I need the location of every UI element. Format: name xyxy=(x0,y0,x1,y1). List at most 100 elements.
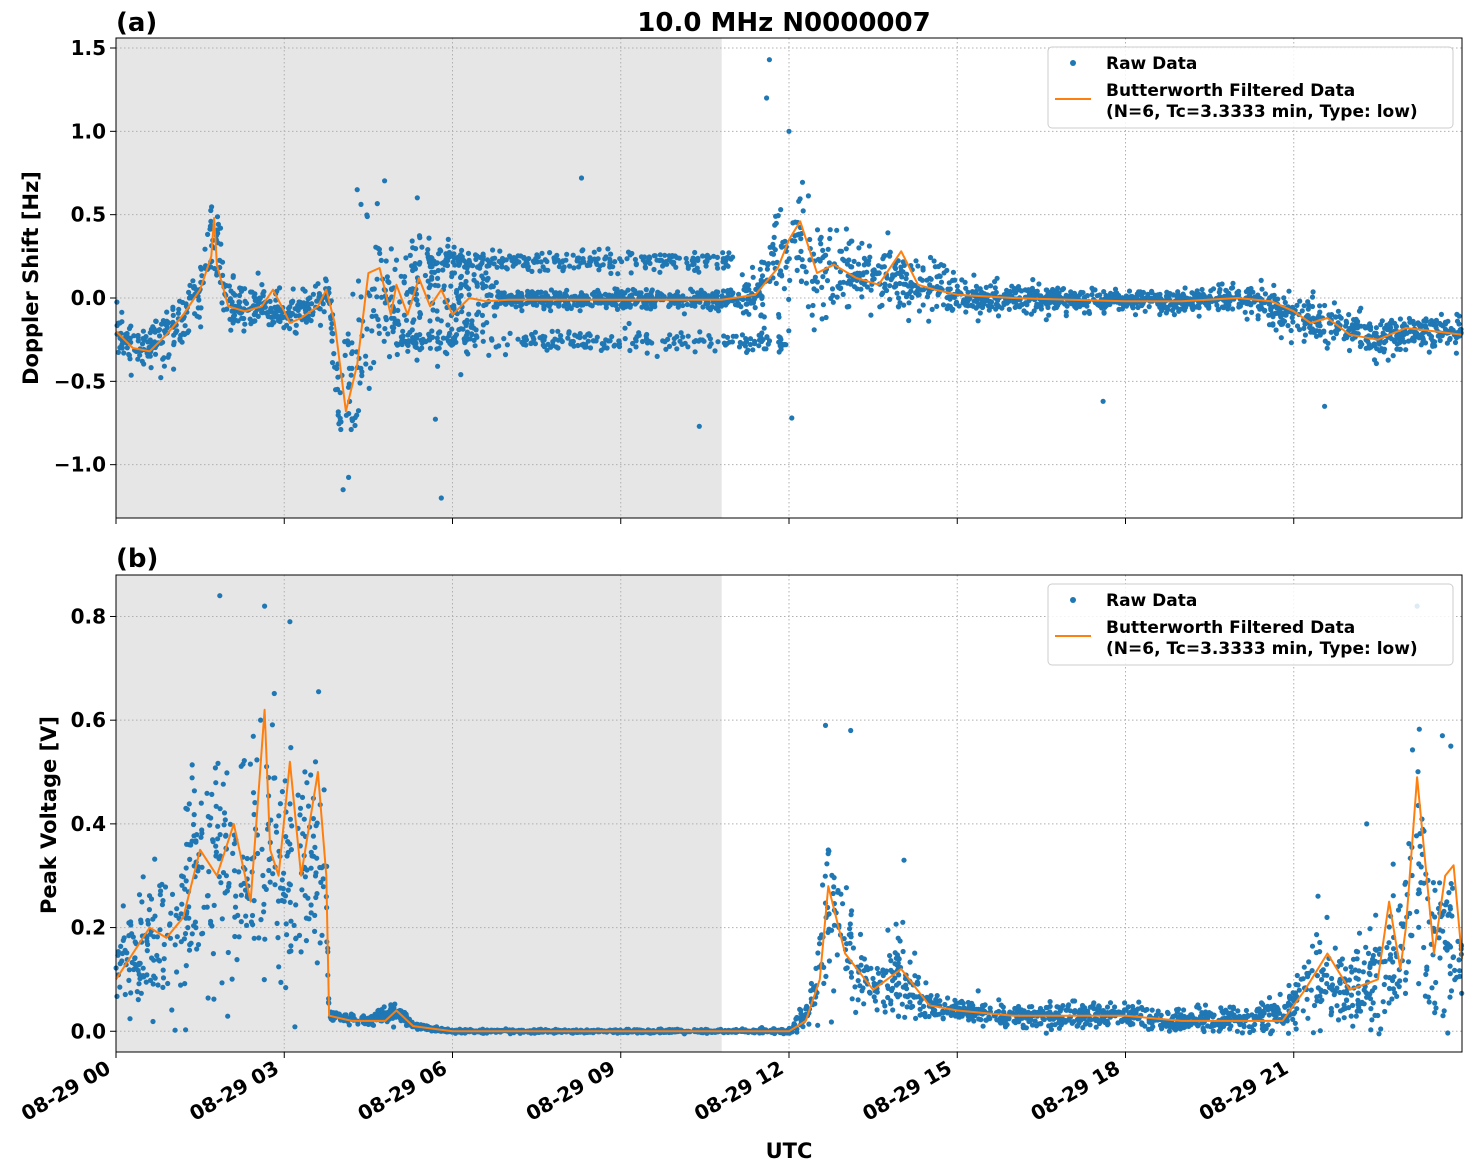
raw-data-point xyxy=(1367,926,1373,932)
raw-data-point xyxy=(740,310,747,316)
raw-data-point xyxy=(888,958,894,964)
raw-data-point xyxy=(947,286,953,292)
raw-data-point xyxy=(827,227,833,233)
raw-data-point xyxy=(374,294,380,300)
raw-data-point xyxy=(844,261,851,267)
raw-data-point xyxy=(995,313,1002,319)
raw-data-point xyxy=(822,873,828,879)
raw-data-point xyxy=(880,968,886,975)
raw-data-point xyxy=(763,346,769,352)
raw-data-point xyxy=(158,321,165,327)
raw-data-point xyxy=(1282,299,1288,306)
raw-data-point xyxy=(413,246,419,252)
raw-data-point xyxy=(296,313,302,319)
raw-data-point xyxy=(1046,312,1052,318)
raw-data-point xyxy=(1005,290,1011,296)
raw-data-point xyxy=(1273,327,1279,333)
raw-data-point xyxy=(381,338,387,344)
raw-data-point xyxy=(342,339,348,345)
raw-data-point xyxy=(209,791,215,798)
raw-data-point xyxy=(524,264,530,270)
raw-data-point xyxy=(292,329,298,335)
raw-data-point xyxy=(831,922,838,928)
raw-data-point xyxy=(926,318,932,324)
raw-data-point xyxy=(363,361,369,367)
legend-raw-marker xyxy=(1070,60,1076,66)
raw-data-point xyxy=(715,308,722,314)
raw-data-point xyxy=(1249,309,1255,315)
raw-data-point xyxy=(868,312,874,318)
raw-data-point xyxy=(743,286,749,292)
raw-data-point xyxy=(890,272,896,278)
raw-data-point xyxy=(1399,335,1405,341)
raw-data-point xyxy=(607,256,613,262)
raw-data-point xyxy=(276,813,282,819)
raw-data-point xyxy=(749,264,756,270)
raw-data-point xyxy=(776,314,782,320)
raw-data-point xyxy=(426,235,432,241)
raw-data-point xyxy=(1393,324,1399,330)
raw-data-point xyxy=(963,285,969,291)
raw-data-point xyxy=(973,305,979,311)
raw-data-point xyxy=(837,248,843,254)
raw-data-point xyxy=(1228,285,1235,291)
raw-data-point xyxy=(1074,303,1080,309)
raw-data-point xyxy=(654,353,660,359)
raw-data-point xyxy=(1237,303,1243,309)
raw-data-point xyxy=(666,257,672,263)
figure-title: 10.0 MHz N0000007 xyxy=(637,8,930,38)
raw-data-point xyxy=(419,244,425,250)
raw-data-point xyxy=(1140,289,1146,296)
raw-data-point xyxy=(295,305,301,311)
raw-data-point xyxy=(407,329,413,335)
raw-data-point xyxy=(831,884,837,890)
raw-data-point xyxy=(1277,308,1283,314)
raw-data-point xyxy=(504,342,510,348)
raw-data-point xyxy=(219,916,225,922)
raw-data-point xyxy=(194,313,200,319)
raw-data-point xyxy=(906,317,912,324)
raw-data-point xyxy=(458,292,464,299)
raw-data-point xyxy=(230,850,236,857)
raw-data-point xyxy=(940,302,947,308)
raw-data-point xyxy=(272,882,278,888)
raw-data-point xyxy=(674,346,680,352)
raw-data-point xyxy=(135,338,141,344)
raw-data-point xyxy=(355,278,362,284)
raw-data-point xyxy=(448,283,454,289)
raw-data-point xyxy=(439,260,445,266)
raw-data-point xyxy=(1430,880,1436,886)
raw-data-point xyxy=(529,268,535,274)
raw-data-point xyxy=(772,222,778,228)
raw-data-point xyxy=(392,266,398,272)
raw-data-point xyxy=(1321,329,1327,335)
raw-data-point xyxy=(255,270,261,276)
raw-data-point xyxy=(1132,312,1139,318)
raw-data-point xyxy=(306,301,312,307)
raw-data-point xyxy=(128,990,134,996)
raw-data-point xyxy=(927,275,933,281)
raw-data-point xyxy=(915,981,921,987)
raw-data-point xyxy=(729,339,736,345)
raw-data-point xyxy=(786,128,792,134)
raw-data-point xyxy=(1322,302,1328,309)
raw-data-point xyxy=(741,341,747,347)
raw-data-point xyxy=(649,340,655,346)
raw-data-point xyxy=(1149,295,1155,301)
raw-data-point xyxy=(587,345,594,351)
raw-data-point xyxy=(1348,964,1354,970)
raw-data-point xyxy=(1130,305,1136,311)
raw-data-point xyxy=(692,249,698,256)
raw-data-point xyxy=(445,322,451,328)
raw-data-point xyxy=(725,254,731,260)
raw-data-point xyxy=(642,265,649,271)
raw-data-point xyxy=(153,318,159,324)
raw-data-point xyxy=(783,342,789,348)
raw-data-point xyxy=(1103,303,1109,309)
raw-data-point xyxy=(730,333,736,339)
raw-data-point xyxy=(382,178,388,184)
raw-data-point xyxy=(600,262,606,268)
raw-data-point xyxy=(988,303,995,310)
raw-data-point xyxy=(364,212,370,218)
raw-data-point xyxy=(825,246,831,252)
